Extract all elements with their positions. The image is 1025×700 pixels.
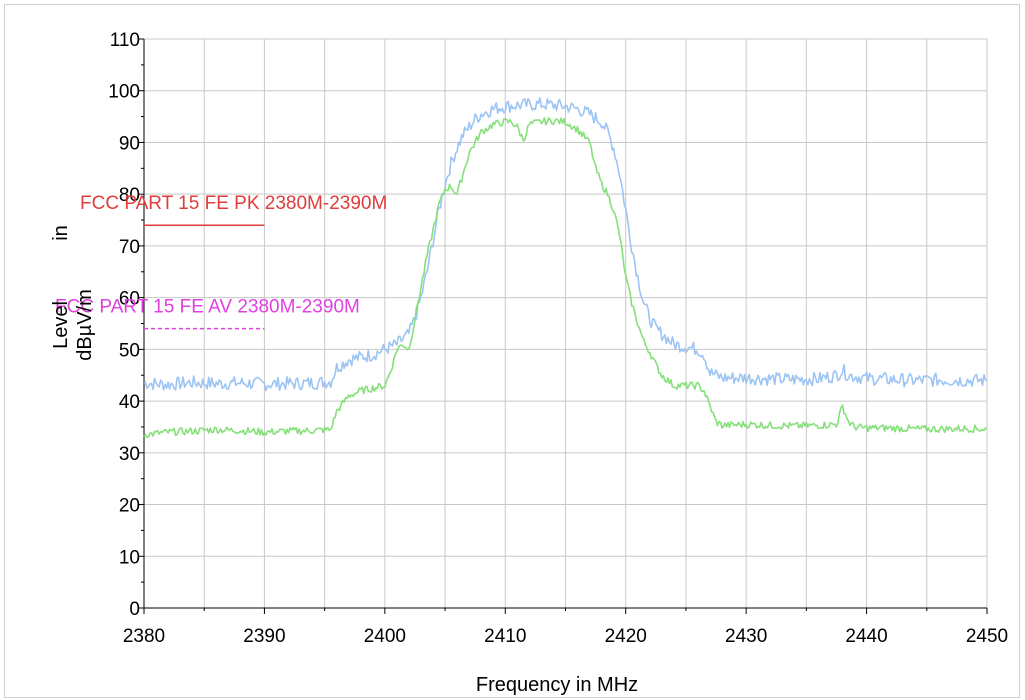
x-tick-label: 2440 [845, 626, 887, 647]
x-tick-label: 2450 [966, 626, 1008, 647]
limits-layer: FCC PART 15 FE PK 2380M-2390M FCC PART 15… [55, 193, 387, 330]
x-tick-label: 2410 [484, 626, 526, 647]
chart-frame: 0 10 20 30 40 50 60 70 80 90 100 110 2380 2390 2400 241… [4, 4, 1020, 698]
series-line-2 [143, 117, 988, 439]
series-line-1 [143, 97, 988, 392]
axis-titles: Frequency in MHz Level dBµV/m in [50, 225, 638, 696]
y-tick-label: 20 [119, 496, 140, 517]
limit-label-1: FCC PART 15 FE PK 2380M-2390M [80, 193, 387, 214]
y-tick-label: 40 [119, 392, 140, 413]
y-tick-label: 70 [119, 237, 140, 258]
series-layer [143, 97, 988, 439]
grid-layer [144, 38, 988, 608]
y-tick-label: 50 [119, 340, 140, 361]
x-tick-label: 2400 [364, 626, 406, 647]
x-axis-title: Frequency in MHz [476, 674, 638, 696]
limit-label-2: FCC PART 15 FE AV 2380M-2390M [55, 297, 360, 318]
y-tick-label: 90 [119, 133, 140, 154]
y-tick-label: 110 [110, 30, 140, 51]
y-tick-label: 80 [119, 185, 140, 206]
x-tick-label: 2380 [123, 626, 165, 647]
y-tick-label: 0 [129, 599, 140, 620]
ticks-layer: 0 10 20 30 40 50 60 70 80 90 100 110 2380 2390 2400 241… [108, 30, 1008, 647]
y-axis-title-line-3: in [50, 225, 72, 241]
y-tick-label: 60 [119, 289, 140, 310]
x-tick-label: 2420 [605, 626, 647, 647]
y-tick-label: 30 [119, 444, 140, 465]
x-tick-label: 2430 [725, 626, 767, 647]
y-tick-label: 10 [119, 547, 140, 568]
y-tick-label: 100 [108, 82, 140, 103]
y-axis-title-line-1: Level [50, 301, 72, 349]
emission-chart: 0 10 20 30 40 50 60 70 80 90 100 110 2380 2390 2400 241… [50, 30, 1008, 696]
y-axis-title-line-2: dBµV/m [74, 289, 96, 361]
x-tick-label: 2390 [243, 626, 285, 647]
